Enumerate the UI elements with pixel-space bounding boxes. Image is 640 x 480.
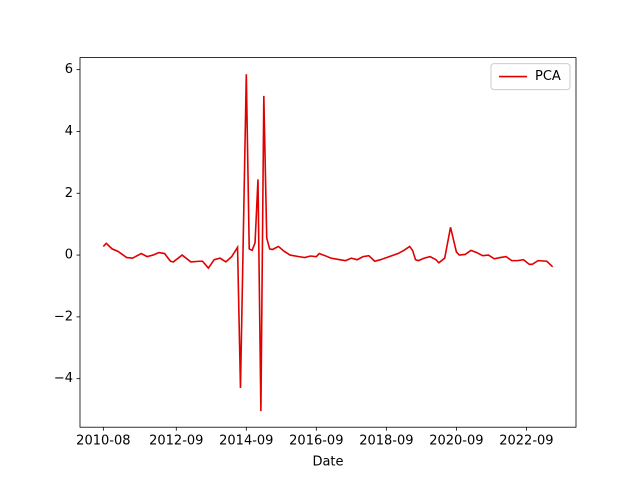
y-tick-label: 0: [65, 248, 73, 263]
y-tick-label: −4: [54, 371, 73, 386]
x-tick-label: 2014-09: [219, 434, 273, 449]
x-tick-label: 2010-08: [76, 434, 130, 449]
y-tick-label: −2: [54, 309, 73, 324]
line: [102, 74, 554, 412]
x-tick-label: 2018-09: [359, 434, 413, 449]
x-tick-label: 2012-09: [149, 434, 203, 449]
legend-label: PCA: [535, 69, 561, 84]
legend-box: [490, 63, 571, 91]
y-tick-label: 2: [65, 186, 73, 201]
y-tick-label: 4: [65, 124, 73, 139]
y-tick-label: 6: [65, 62, 73, 77]
x-tick-label: 2022-09: [499, 434, 553, 449]
x-tick-label: 2016-09: [289, 434, 343, 449]
x-axis-label: Date: [312, 455, 343, 470]
x-tick-label: 2020-09: [429, 434, 483, 449]
axes-frame: [79, 57, 577, 428]
